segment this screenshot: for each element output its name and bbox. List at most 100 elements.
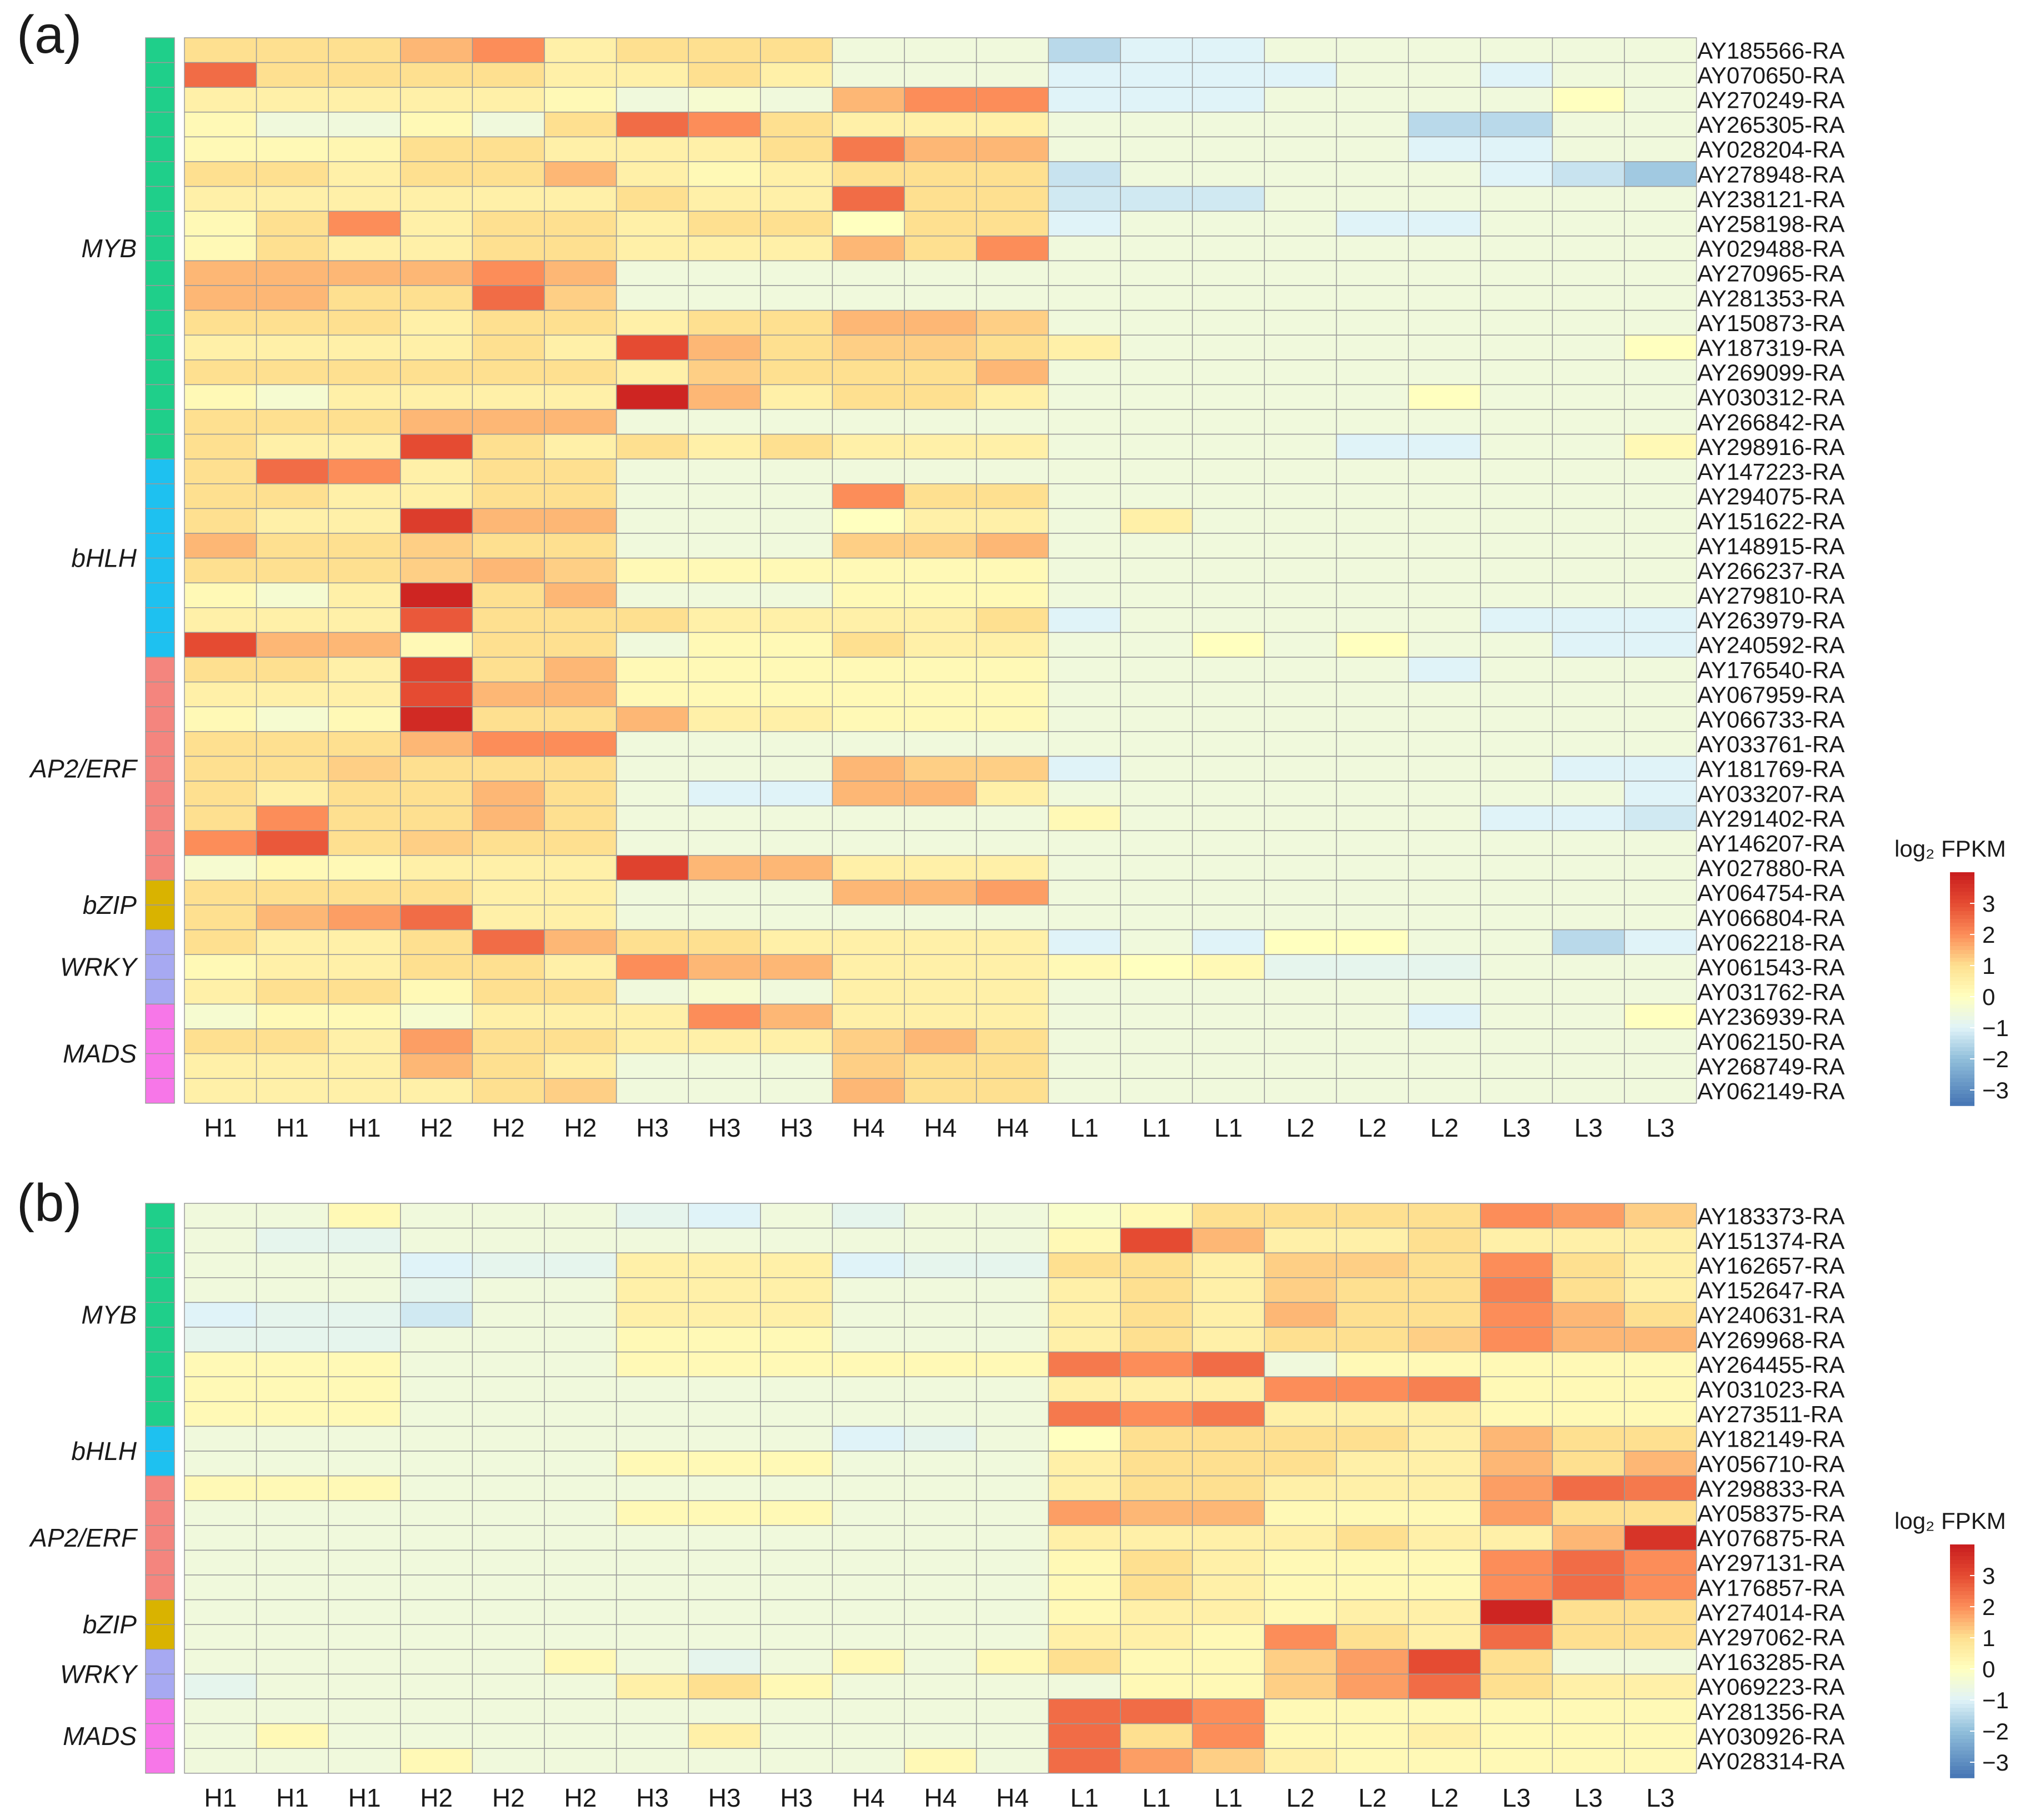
heatmap-cell	[688, 979, 761, 1005]
heatmap-cell	[184, 1376, 257, 1402]
heatmap-cell	[184, 334, 257, 361]
heatmap-cell	[256, 557, 329, 583]
heatmap-cell	[1624, 1748, 1697, 1774]
heatmap-cell	[1120, 830, 1193, 856]
heatmap-cell	[328, 359, 401, 386]
legend-gradient-segment	[1950, 1634, 1974, 1638]
heatmap-cell	[832, 557, 905, 583]
heatmap-cell	[544, 62, 617, 88]
heatmap-cell	[1120, 1525, 1193, 1551]
legend-gradient-segment	[1950, 1774, 1974, 1778]
heatmap-cell	[1120, 384, 1193, 410]
heatmap-cell	[976, 1028, 1049, 1054]
heatmap-cell	[688, 582, 761, 608]
heatmap-cell	[688, 458, 761, 484]
heatmap-cell	[544, 879, 617, 906]
heatmap-cell	[1552, 1277, 1625, 1303]
heatmap-cell	[904, 1451, 977, 1477]
heatmap-cell	[760, 1277, 833, 1303]
heatmap-cell	[1624, 458, 1697, 484]
heatmap-cell	[1264, 161, 1337, 187]
heatmap-cell	[1552, 1723, 1625, 1749]
heatmap-cell	[1480, 607, 1553, 633]
heatmap-cell	[1408, 112, 1481, 138]
heatmap-cell	[688, 1599, 761, 1625]
heatmap-cell	[832, 1748, 905, 1774]
heatmap-cell	[904, 1028, 977, 1054]
heatmap-cell	[904, 830, 977, 856]
legend-gradient-segment	[1950, 1751, 1974, 1755]
heatmap-cell	[1480, 1500, 1553, 1526]
column-label: L1	[1214, 1113, 1243, 1142]
heatmap-cell	[1048, 62, 1121, 88]
heatmap-cell	[1192, 458, 1265, 484]
legend-gradient-segment	[1950, 1630, 1974, 1634]
heatmap-cell	[400, 1549, 473, 1576]
heatmap-cell	[832, 1549, 905, 1576]
gene-label: AY147223-RA	[1697, 459, 1844, 485]
heatmap-cell	[616, 1351, 689, 1377]
heatmap-cell	[976, 1351, 1049, 1377]
heatmap-cell	[256, 1475, 329, 1501]
heatmap-cell	[256, 1028, 329, 1054]
heatmap-cell	[1480, 879, 1553, 906]
heatmap-cell	[1408, 1351, 1481, 1377]
heatmap-cell	[1624, 1500, 1697, 1526]
heatmap-cell	[832, 879, 905, 906]
heatmap-cell	[1120, 855, 1193, 881]
legend-gradient-segment	[1950, 1731, 1974, 1736]
heatmap-cell	[832, 161, 905, 187]
family-annotation-cell	[145, 929, 175, 955]
column-label: H4	[924, 1113, 957, 1142]
heatmap-cell	[184, 1028, 257, 1054]
heatmap-cell	[688, 285, 761, 311]
heatmap-cell	[832, 681, 905, 707]
heatmap-cell	[904, 112, 977, 138]
legend-gradient-segment	[1950, 1102, 1974, 1106]
heatmap-cell	[1336, 805, 1409, 831]
legend-gradient-segment	[1950, 1626, 1974, 1631]
heatmap-cell	[184, 1475, 257, 1501]
heatmap-cell	[1624, 1426, 1697, 1452]
family-label: MADS	[63, 1039, 137, 1068]
heatmap-cell	[832, 1053, 905, 1079]
heatmap-cell	[544, 607, 617, 633]
heatmap-cell	[904, 954, 977, 980]
heatmap-cell	[1048, 1078, 1121, 1104]
heatmap-cell	[832, 1500, 905, 1526]
heatmap-cell	[1264, 731, 1337, 757]
gene-label: AY278948-RA	[1697, 161, 1844, 187]
column-label: H2	[564, 1113, 597, 1142]
column-label: H1	[276, 1113, 309, 1142]
heatmap-cell	[472, 855, 545, 881]
heatmap-cell	[1264, 1649, 1337, 1675]
heatmap-cell	[1408, 706, 1481, 732]
heatmap-cell	[1048, 929, 1121, 955]
heatmap-cell	[832, 1327, 905, 1353]
heatmap-cell	[1480, 161, 1553, 187]
heatmap-cell	[616, 1252, 689, 1278]
heatmap-cell	[1408, 805, 1481, 831]
heatmap-cell	[1480, 1376, 1553, 1402]
heatmap-cell	[544, 1252, 617, 1278]
heatmap-cell	[256, 1549, 329, 1576]
heatmap-cell	[1480, 1053, 1553, 1079]
heatmap-cell	[472, 1525, 545, 1551]
heatmap-cell	[1480, 260, 1553, 286]
heatmap-cell	[616, 1451, 689, 1477]
heatmap-cell	[184, 855, 257, 881]
heatmap-cell	[184, 1574, 257, 1601]
heatmap-cell	[904, 855, 977, 881]
heatmap-cell	[256, 607, 329, 633]
heatmap-cell	[1552, 657, 1625, 683]
heatmap-cell	[1336, 433, 1409, 459]
heatmap-cell	[328, 557, 401, 583]
heatmap-cell	[832, 1698, 905, 1724]
heatmap-cell	[472, 879, 545, 906]
heatmap-cell	[544, 929, 617, 955]
heatmap-cell	[1336, 112, 1409, 138]
heatmap-cell	[688, 731, 761, 757]
legend-gradient-segment	[1950, 1047, 1974, 1052]
heatmap-cell	[1408, 979, 1481, 1005]
heatmap-cell	[1624, 731, 1697, 757]
